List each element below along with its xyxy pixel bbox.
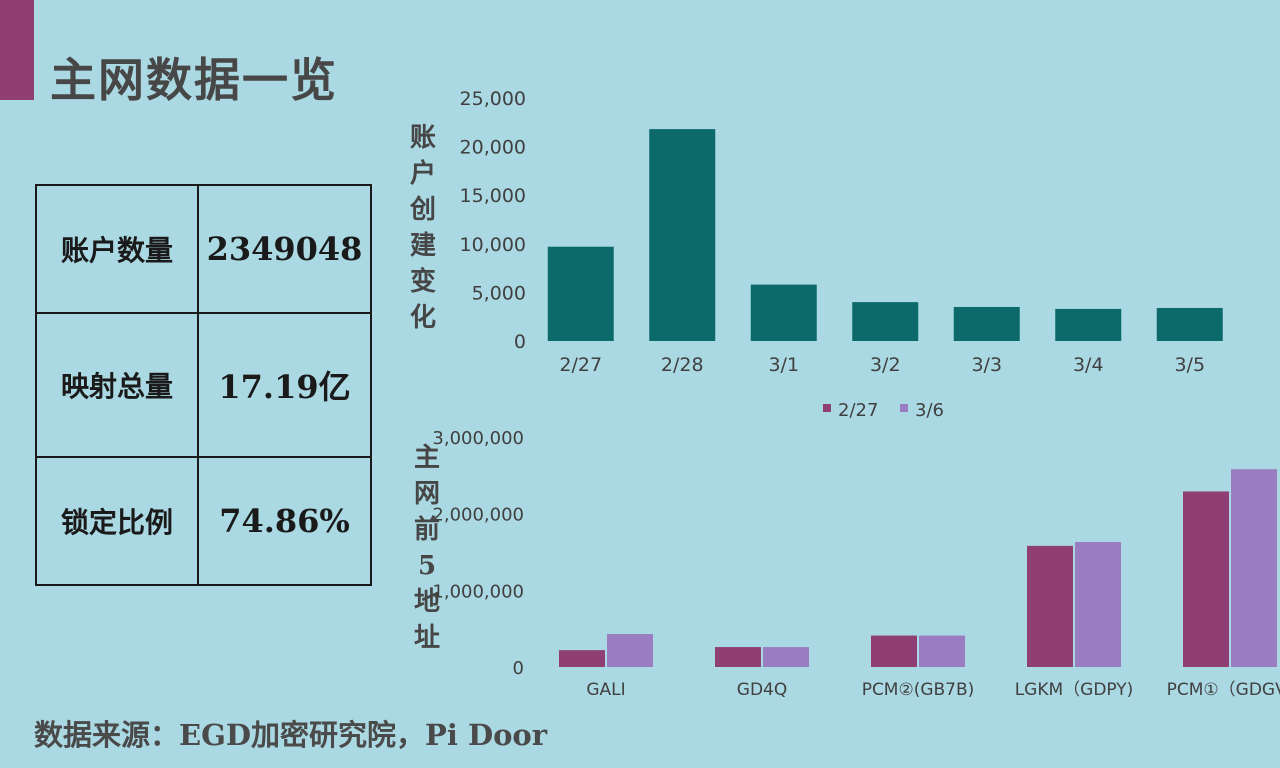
y-tick-label: 1,000,000 [432, 581, 524, 602]
x-tick-label: 3/3 [971, 354, 1002, 376]
stat-value: 17.19亿 [197, 311, 372, 459]
bar-2-27-1 [559, 650, 605, 667]
bar-2-27 [547, 246, 614, 341]
y-tick-label: 15,000 [460, 185, 526, 207]
data-source: 数据来源：EGD加密研究院，Pi Door [34, 718, 548, 752]
x-tick-label: GALI [586, 680, 625, 700]
vertical-label-char: 地 [413, 587, 440, 617]
bar-3-6-1 [607, 634, 653, 667]
stat-value: 74.86% [197, 456, 372, 586]
vertical-label-char: 前 [413, 515, 440, 545]
bar-2-27-4 [1027, 545, 1073, 667]
vertical-label-char: 网 [413, 479, 440, 509]
stat-label: 映射总量 [35, 311, 199, 459]
vertical-label-char: 户 [409, 159, 436, 189]
accent-bar [0, 0, 34, 100]
bar-2-27-2 [715, 647, 761, 667]
account-creation-chart: 0 5,000 10,000 15,000 20,000 25,000 2/27 2/28 3/… [460, 88, 1223, 376]
vertical-label-char: 址 [413, 623, 440, 653]
stats-table: 账户数量 2349048 映射总量 17.19亿 锁定比例 74.86% [35, 184, 372, 586]
bar-3-4 [1055, 308, 1122, 341]
bar-3-3 [953, 306, 1020, 341]
account-chart-vertical-label: 账户创建变化 [403, 120, 443, 336]
y-tick-label: 25,000 [460, 88, 526, 110]
x-tick-label: 3/5 [1174, 354, 1205, 376]
x-tick-label: 2/28 [661, 354, 704, 376]
bar-3-6-3 [919, 635, 965, 667]
y-tick-label: 2,000,000 [432, 505, 524, 526]
y-tick-label: 3,000,000 [432, 428, 524, 449]
x-tick-label: 3/2 [870, 354, 901, 376]
bar-3-6-4 [1075, 542, 1121, 667]
y-tick-label: 20,000 [460, 137, 526, 159]
vertical-label-char: 化 [409, 303, 436, 333]
x-tick-label: 2/27 [559, 354, 602, 376]
x-tick-label: 3/4 [1073, 354, 1104, 376]
stats-row: 账户数量 2349048 [35, 184, 372, 314]
vertical-label-char: 主 [413, 443, 440, 473]
x-tick-label: GD4Q [737, 680, 787, 700]
vertical-label-char: 账 [409, 123, 436, 153]
x-tick-label: PCM①（GDGV) [1167, 680, 1280, 700]
page-title: 主网数据一览 [50, 53, 338, 107]
stats-row: 映射总量 17.19亿 [35, 311, 372, 459]
x-tick-label: PCM②(GB7B) [862, 680, 975, 700]
y-tick-label: 10,000 [460, 234, 526, 256]
y-tick-label: 5,000 [472, 282, 526, 304]
y-tick-label: 0 [513, 658, 524, 679]
bar-2-28 [649, 129, 716, 341]
legend-swatch [900, 404, 908, 412]
bar-3-6-2 [763, 647, 809, 667]
stat-label: 锁定比例 [35, 456, 199, 586]
stats-row: 锁定比例 74.86% [35, 456, 372, 586]
vertical-label-char: 变 [409, 267, 436, 297]
bar-2-27-3 [871, 635, 917, 667]
bar-2-27-5 [1183, 491, 1229, 667]
top-addresses-chart: 0 1,000,000 2,000,000 3,000,000 2/27 3/6 GALI G… [432, 400, 1280, 700]
legend-label: 3/6 [915, 400, 944, 421]
y-tick-label: 0 [514, 331, 526, 353]
vertical-label-char: 5 [417, 551, 437, 581]
vertical-label-char: 创 [409, 195, 436, 225]
bar-3-6-5 [1231, 469, 1277, 667]
x-tick-label: 3/1 [768, 354, 799, 376]
legend-label: 2/27 [838, 400, 878, 421]
top-address-chart-vertical-label: 主网前 5 地址 [407, 440, 447, 656]
bar-3-1 [750, 284, 817, 341]
vertical-label-char: 建 [409, 231, 436, 261]
stat-value: 2349048 [197, 184, 372, 314]
stat-label: 账户数量 [35, 184, 199, 314]
bar-3-2 [852, 302, 919, 341]
legend-swatch [823, 404, 831, 412]
bar-3-5 [1156, 307, 1223, 341]
x-tick-label: LGKM（GDPY) [1015, 680, 1134, 700]
